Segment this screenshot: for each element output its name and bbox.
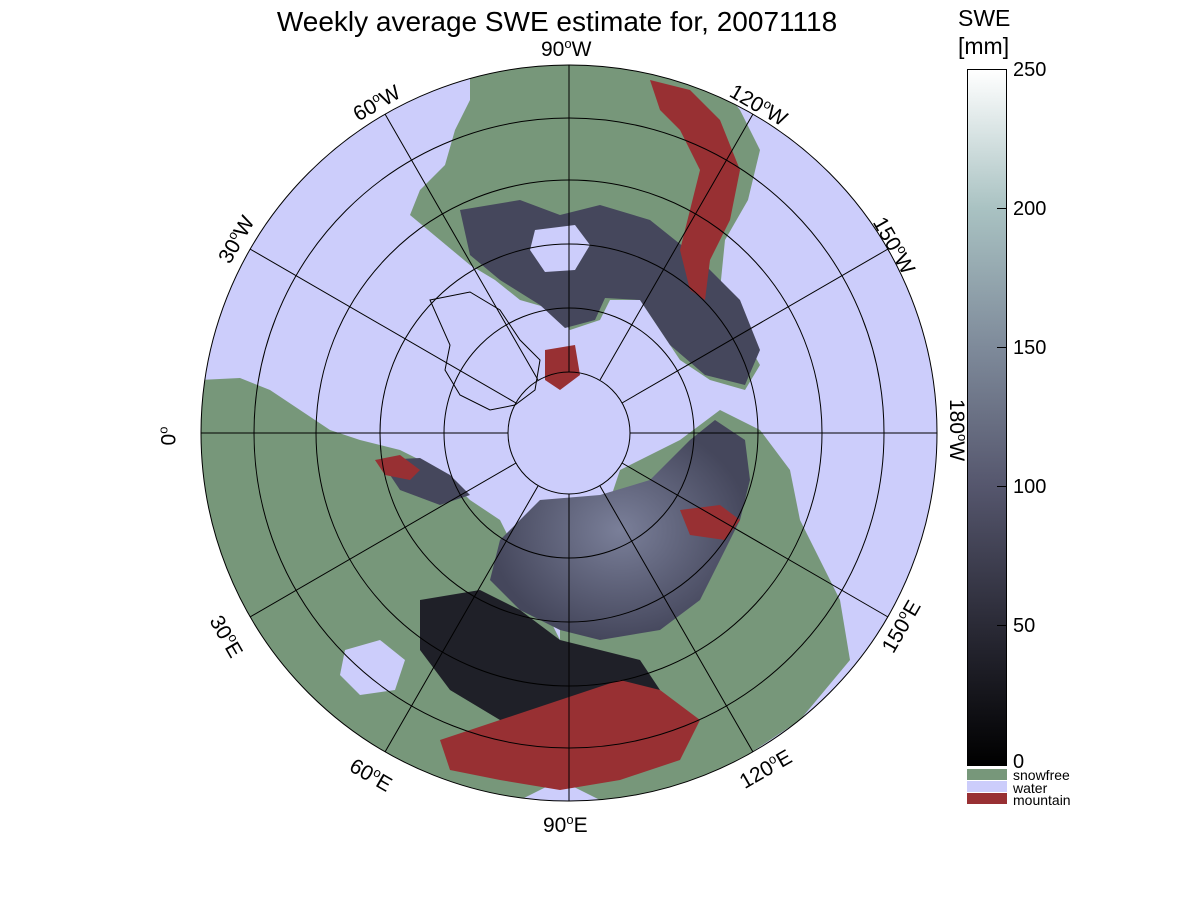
legend-label-mountain: mountain: [1013, 792, 1071, 808]
colorbar-tick-mark: [997, 625, 1006, 626]
colorbar-tick-mark: [997, 208, 1006, 209]
colorbar-tick-50: 50: [1013, 615, 1036, 637]
rockies-mountain: [650, 80, 740, 300]
mediterranean: [340, 640, 405, 695]
greenland-tip-mountain: [545, 345, 580, 390]
lon-label-90e: 90oE: [543, 812, 588, 837]
colorbar-tick-mark: [997, 486, 1006, 487]
colorbar-tick-mark: [997, 69, 1006, 70]
legend-swatch-water: [967, 781, 1007, 792]
lon-label-0: 0o: [155, 426, 181, 446]
graticule: [200, 64, 938, 802]
colorbar-title: SWE [mm]: [958, 4, 1010, 60]
lon-label-90w: 90oW: [541, 36, 592, 61]
legend-swatch-snowfree: [967, 769, 1007, 780]
colorbar-tick-200: 200: [1013, 198, 1047, 220]
colorbar-tick-100: 100: [1013, 476, 1047, 498]
legend-label-water: water: [1013, 780, 1048, 796]
lon-label-180w: 180oW: [945, 398, 971, 462]
eurasia-snow: [490, 420, 750, 640]
legend-swatch-mountain: [967, 793, 1007, 804]
colorbar-tick-150: 150: [1013, 337, 1047, 359]
hudson-bay: [530, 225, 590, 272]
urals-mountain: [680, 505, 740, 540]
himalaya-mountain: [440, 680, 700, 790]
swe-colorbar: [967, 69, 1007, 766]
legend-label-snowfree: snowfree: [1013, 767, 1070, 783]
greenland-ice: [429, 291, 541, 411]
colorbar-tick-mark: [997, 347, 1006, 348]
scandinavia-mountain: [375, 455, 420, 480]
colorbar-tick-250: 250: [1013, 59, 1047, 81]
colorbar-tick-0: 0: [1013, 751, 1025, 773]
map-title: Weekly average SWE estimate for, 2007111…: [276, 6, 838, 37]
colorbar-title-unit: [mm]: [958, 33, 1010, 59]
colorbar-title-swe: SWE: [958, 5, 1011, 31]
